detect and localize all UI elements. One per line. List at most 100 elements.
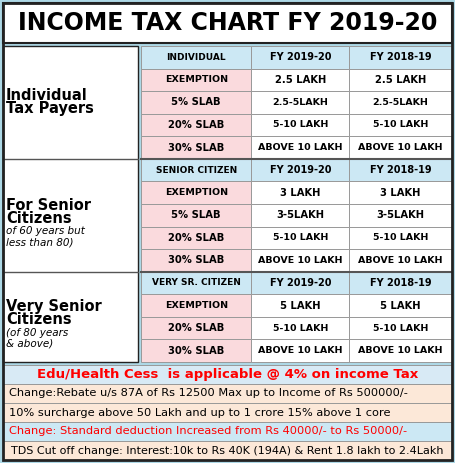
Bar (252, 181, 349, 204)
Text: ABOVE 10 LAKH: ABOVE 10 LAKH (258, 256, 343, 265)
Bar (252, 339, 349, 362)
Bar (252, 91, 349, 114)
Bar (349, 226, 452, 249)
Text: 2.5 LAKH: 2.5 LAKH (275, 75, 326, 85)
Bar (141, 181, 252, 204)
Text: ABOVE 10 LAKH: ABOVE 10 LAKH (258, 143, 343, 152)
Bar (141, 46, 252, 69)
Text: 5-10 LAKH: 5-10 LAKH (373, 120, 428, 130)
Text: FY 2019-20: FY 2019-20 (270, 278, 331, 288)
Text: EXEMPTION: EXEMPTION (165, 188, 228, 197)
Text: 5 LAKH: 5 LAKH (280, 300, 321, 311)
Bar (3, 3, 452, 43)
Bar (252, 249, 349, 272)
Text: 5-10 LAKH: 5-10 LAKH (273, 324, 328, 332)
Bar (349, 114, 452, 136)
Bar (141, 114, 252, 136)
Text: 5% SLAB: 5% SLAB (172, 210, 221, 220)
Text: 3 LAKH: 3 LAKH (280, 188, 321, 198)
Text: Change:Rebate u/s 87A of Rs 12500 Max up to Income of Rs 500000/-: Change:Rebate u/s 87A of Rs 12500 Max up… (9, 388, 408, 399)
Text: 20% SLAB: 20% SLAB (168, 323, 224, 333)
Text: Very Senior: Very Senior (6, 300, 102, 314)
Bar (3, 365, 452, 384)
Text: ABOVE 10 LAKH: ABOVE 10 LAKH (258, 346, 343, 355)
Bar (252, 272, 349, 294)
Text: 5% SLAB: 5% SLAB (172, 97, 221, 107)
Text: 5-10 LAKH: 5-10 LAKH (373, 233, 428, 242)
Text: ABOVE 10 LAKH: ABOVE 10 LAKH (359, 256, 443, 265)
Text: of 60 years but: of 60 years but (6, 226, 85, 236)
Bar (141, 317, 252, 339)
Bar (141, 249, 252, 272)
Text: 30% SLAB: 30% SLAB (168, 143, 224, 153)
Bar (141, 339, 252, 362)
Bar (349, 317, 452, 339)
Text: 5 LAKH: 5 LAKH (380, 300, 421, 311)
Text: Edu/Health Cess  is applicable @ 4% on income Tax: Edu/Health Cess is applicable @ 4% on in… (37, 368, 418, 381)
Text: 2.5-5LAKH: 2.5-5LAKH (373, 98, 429, 107)
Text: EXEMPTION: EXEMPTION (165, 75, 228, 84)
Bar (349, 204, 452, 226)
Text: Tax Payers: Tax Payers (6, 101, 94, 116)
Bar (252, 294, 349, 317)
Bar (349, 91, 452, 114)
Bar (141, 204, 252, 226)
Text: ABOVE 10 LAKH: ABOVE 10 LAKH (359, 143, 443, 152)
Text: Individual: Individual (6, 88, 88, 103)
Text: 30% SLAB: 30% SLAB (168, 256, 224, 265)
Bar (349, 136, 452, 159)
Bar (141, 226, 252, 249)
Bar (252, 317, 349, 339)
Bar (3, 403, 452, 422)
Bar (141, 272, 252, 294)
Text: 3 LAKH: 3 LAKH (380, 188, 421, 198)
Text: EXEMPTION: EXEMPTION (165, 301, 228, 310)
Bar (141, 69, 252, 91)
Text: 3-5LAKH: 3-5LAKH (276, 210, 324, 220)
Text: 5-10 LAKH: 5-10 LAKH (273, 233, 328, 242)
Bar (252, 204, 349, 226)
Text: & above): & above) (6, 339, 53, 349)
Bar (252, 226, 349, 249)
Bar (252, 159, 349, 181)
Bar (141, 159, 252, 181)
Bar (349, 181, 452, 204)
Text: 5-10 LAKH: 5-10 LAKH (273, 120, 328, 130)
Bar (252, 69, 349, 91)
Bar (349, 339, 452, 362)
Text: INDIVIDUAL: INDIVIDUAL (167, 53, 226, 62)
Text: Citizens: Citizens (6, 211, 71, 226)
Bar (141, 91, 252, 114)
Text: ABOVE 10 LAKH: ABOVE 10 LAKH (359, 346, 443, 355)
Bar (252, 136, 349, 159)
Bar (349, 294, 452, 317)
Text: FY 2018-19: FY 2018-19 (370, 165, 431, 175)
Bar (3, 441, 452, 460)
Bar (141, 294, 252, 317)
Text: 2.5-5LAKH: 2.5-5LAKH (273, 98, 329, 107)
Text: FY 2018-19: FY 2018-19 (370, 278, 431, 288)
Text: 20% SLAB: 20% SLAB (168, 120, 224, 130)
Text: less than 80): less than 80) (6, 237, 74, 247)
Text: FY 2018-19: FY 2018-19 (370, 52, 431, 63)
Text: FY 2019-20: FY 2019-20 (270, 165, 331, 175)
Text: VERY SR. CITIZEN: VERY SR. CITIZEN (152, 279, 241, 288)
Bar (252, 114, 349, 136)
Bar (141, 136, 252, 159)
Bar (349, 272, 452, 294)
Bar (349, 249, 452, 272)
Text: 3-5LAKH: 3-5LAKH (377, 210, 425, 220)
Text: 30% SLAB: 30% SLAB (168, 346, 224, 356)
Text: SENIOR CITIZEN: SENIOR CITIZEN (156, 166, 237, 175)
Text: 2.5 LAKH: 2.5 LAKH (375, 75, 426, 85)
Text: TDS Cut off change: Interest:10k to Rs 40K (194A) & Rent 1.8 lakh to 2.4Lakh: TDS Cut off change: Interest:10k to Rs 4… (11, 445, 444, 456)
Text: (of 80 years: (of 80 years (6, 328, 68, 338)
Bar (252, 46, 349, 69)
Bar (3, 384, 452, 403)
Bar (349, 159, 452, 181)
Bar (3, 422, 452, 441)
Text: 5-10 LAKH: 5-10 LAKH (373, 324, 428, 332)
Text: Change: Standard deduction Increased from Rs 40000/- to Rs 50000/-: Change: Standard deduction Increased fro… (9, 426, 407, 437)
Text: FY 2019-20: FY 2019-20 (270, 52, 331, 63)
Text: Citizens: Citizens (6, 313, 71, 327)
